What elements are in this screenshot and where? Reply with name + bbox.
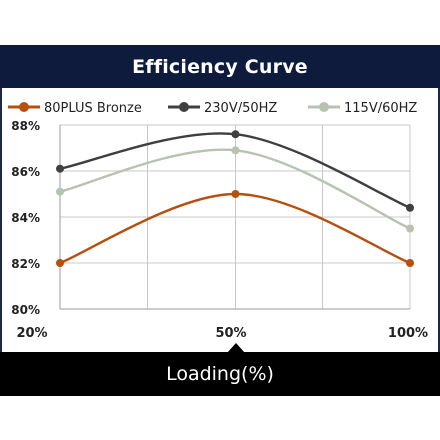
legend-swatch-marker xyxy=(319,102,329,112)
legend-label: 115V/60HZ xyxy=(344,101,417,116)
y-tick-label: 80% xyxy=(11,303,40,317)
data-point xyxy=(56,164,64,173)
x-tick-label: 20% xyxy=(16,326,47,341)
chart-title-bar: Efficiency Curve xyxy=(0,45,440,88)
data-point xyxy=(231,130,240,139)
x-axis-label-bar: Loading(%) xyxy=(0,352,440,396)
data-point xyxy=(406,203,414,212)
data-point xyxy=(231,190,240,198)
data-point xyxy=(231,146,240,155)
legend-label: 230V/50HZ xyxy=(204,101,277,116)
y-tick-label: 82% xyxy=(11,257,40,271)
data-point xyxy=(56,187,64,196)
x-tick-label: 50% xyxy=(215,326,246,341)
y-tick-label: 84% xyxy=(11,211,40,225)
x-axis-label: Loading(%) xyxy=(166,363,274,385)
legend-swatch-marker xyxy=(19,102,29,112)
x-tick-label: 100% xyxy=(388,326,428,341)
chart-title: Efficiency Curve xyxy=(132,55,308,78)
data-point xyxy=(406,224,414,233)
y-tick-label: 88% xyxy=(11,119,40,133)
legend-label: 80PLUS Bronze xyxy=(44,101,142,116)
chart-frame xyxy=(0,45,440,396)
legend-swatch-marker xyxy=(179,102,189,112)
data-point xyxy=(406,259,414,267)
y-tick-label: 86% xyxy=(11,165,40,179)
x-axis-pointer-icon xyxy=(227,343,245,353)
data-point xyxy=(56,259,64,267)
